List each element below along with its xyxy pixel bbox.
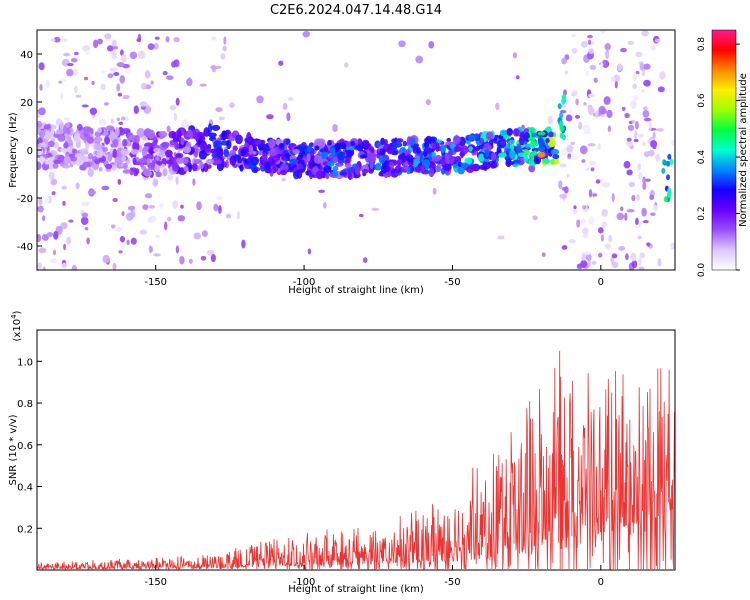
y-tick-label: 40 [20, 50, 33, 61]
colorbar-tick-label: 0.6 [697, 93, 707, 108]
spectrogram-y-ticks: -40 -20 0 20 40 [17, 50, 42, 253]
y-tick-label: 1.0 [17, 357, 33, 368]
y-tick-label: 0.8 [17, 399, 33, 410]
spectrogram-heatmap [37, 30, 675, 270]
y-tick-label: -40 [17, 242, 33, 253]
colorbar-ticks: 0.0 0.2 0.4 0.6 0.8 [697, 37, 740, 277]
snr-frame [36, 329, 676, 571]
snr-background [37, 330, 675, 570]
y-tick-label: 20 [20, 98, 33, 109]
svg-text:(x104): (x104) [10, 310, 23, 341]
spectrogram-x-label: Height of straight line (km) [288, 285, 424, 296]
x-tick-label: -100 [293, 577, 316, 588]
x-tick-label: -50 [444, 277, 460, 288]
colorbar-label: Normalized spectral amplitude [738, 73, 749, 227]
x-tick-label: -50 [444, 577, 460, 588]
y-tick-label: 0 [27, 146, 33, 157]
snr-y-label: SNR (10 * v/v) [8, 414, 19, 485]
spectrogram-y-label: Frequency (Hz) [8, 112, 19, 188]
snr-panel: -150 -100 -50 0 0.2 0.4 0.6 0.8 1.0 Height of s… [8, 310, 676, 595]
snr-x-ticks: -150 -100 -50 0 [144, 565, 604, 588]
colorbar: 0.0 0.2 0.4 0.6 0.8 Normalized spectral ampl… [697, 29, 749, 277]
colorbar-tick-label: 0.4 [697, 150, 707, 165]
y-tick-label: 0.2 [17, 524, 33, 535]
x-tick-label: -150 [144, 277, 167, 288]
colorbar-tick-label: 0.8 [697, 37, 707, 52]
colorbar-tick-label: 0.0 [697, 263, 707, 278]
chart-title: C2E6.2024.047.14.48.G14 [270, 3, 442, 18]
snr-y-scale-exp: 4 [10, 314, 18, 319]
snr-y-scale: (x104) [10, 310, 23, 341]
y-tick-label: 0.4 [17, 483, 33, 494]
snr-y-ticks: 0.2 0.4 0.6 0.8 1.0 [17, 357, 42, 535]
snr-x-label: Height of straight line (km) [288, 584, 424, 595]
snr-line [37, 350, 675, 570]
y-tick-label: -20 [17, 194, 33, 205]
snr-y-scale-base: (x10 [12, 319, 23, 342]
x-tick-label: -100 [293, 277, 316, 288]
x-tick-label: -150 [144, 577, 167, 588]
colorbar-tick-label: 0.2 [697, 206, 707, 220]
colorbar-bar [711, 29, 737, 271]
snr-series [37, 350, 675, 570]
spectrogram-x-ticks: -150 -100 -50 0 [144, 265, 604, 288]
y-tick-label: 0.6 [17, 441, 33, 452]
spectrogram-panel: -150 -100 -50 0 -40 -20 0 20 40 Height of strai… [8, 29, 676, 296]
x-tick-label: 0 [598, 577, 604, 588]
x-tick-label: 0 [598, 277, 604, 288]
